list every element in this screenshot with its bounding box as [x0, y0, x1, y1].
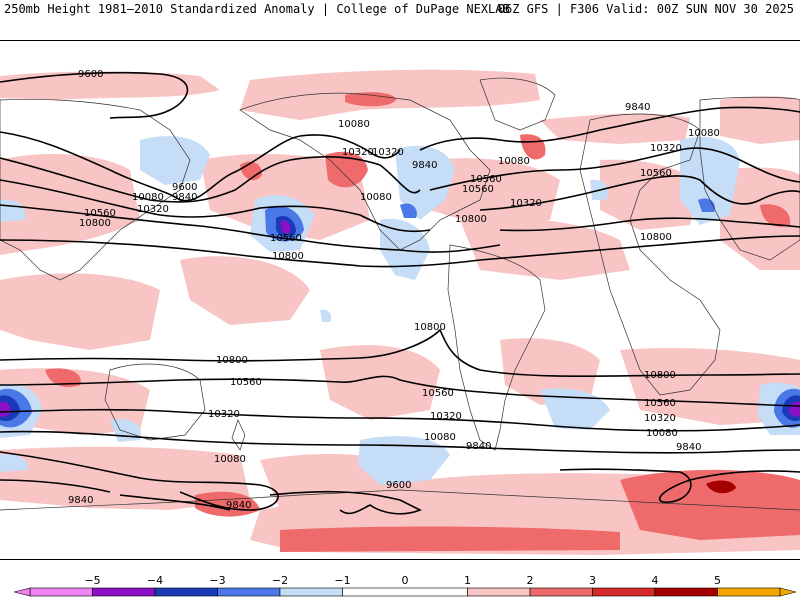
colorbar-swatch	[342, 587, 468, 597]
colorbar-tick-label: −2	[272, 574, 288, 587]
contour-label: 10080	[338, 119, 370, 130]
contour-label: 10800	[640, 232, 672, 243]
positive-anomaly-shading	[0, 69, 800, 555]
contour-label: 10080	[646, 428, 678, 439]
contour-label: 10320	[342, 147, 374, 158]
colorbar-swatches	[13, 587, 797, 597]
antarctica-outline	[0, 489, 800, 511]
contour-label: 9840	[625, 102, 650, 113]
contour-label: 9840	[412, 160, 437, 171]
colorbar-swatch	[279, 587, 343, 597]
contour-label: 10320	[510, 198, 542, 209]
colorbar-tick-label: 0	[402, 574, 409, 587]
contour-label: 10560	[462, 184, 494, 195]
colorbar-swatch	[717, 587, 781, 597]
contour-label: 10080	[424, 432, 456, 443]
contour-label: 10320	[650, 143, 682, 154]
contour-label: 9600	[78, 69, 103, 80]
contour-label: 10800	[455, 214, 487, 225]
contour-label: 9600	[172, 182, 197, 193]
contour-label: 10800	[644, 370, 676, 381]
contour-label: 10080	[132, 192, 164, 203]
contour-label: 10320	[644, 413, 676, 424]
height-contours	[0, 71, 800, 515]
contour-label: 10320	[137, 204, 169, 215]
contour-label: 9840	[68, 495, 93, 506]
colorbar-swatch	[592, 587, 656, 597]
contour-label: 10320	[208, 409, 240, 420]
contour-label: 10560	[270, 233, 302, 244]
australia-outline	[104, 363, 206, 441]
anomaly-map: 9600 9840 10080 10320 10080 10320 9840 1…	[0, 69, 800, 555]
colorbar-tick-label: 2	[527, 574, 534, 587]
contour-label: 10080	[688, 128, 720, 139]
asia-outline	[0, 96, 800, 281]
contour-label: 10560	[84, 208, 116, 219]
south-america-outline	[447, 244, 546, 451]
contour-label: 10800	[79, 218, 111, 229]
contour-label: 10080	[214, 454, 246, 465]
greenland-outline	[479, 77, 556, 131]
colorbar-tick-label: −4	[147, 574, 163, 587]
contour-label: 10320	[372, 147, 404, 158]
colorbar-tick-label: 5	[714, 574, 721, 587]
contour-label: 10560	[422, 388, 454, 399]
colorbar-swatch	[467, 587, 531, 597]
new-zealand-outline	[231, 419, 246, 451]
contour-label: 9600	[386, 480, 411, 491]
contour-label: 10320	[430, 411, 462, 422]
colorbar-tick-label: −3	[209, 574, 225, 587]
colorbar-tick-label: 4	[652, 574, 659, 587]
coastlines	[0, 77, 800, 511]
colorbar-swatch	[29, 587, 93, 597]
map-frame	[0, 40, 800, 560]
colorbar-low-extension	[13, 587, 31, 597]
colorbar-swatch	[92, 587, 156, 597]
colorbar-tick-label: 1	[464, 574, 471, 587]
contour-label: 10800	[272, 251, 304, 262]
contour-label: 10560	[644, 398, 676, 409]
colorbar-tick-label: 3	[589, 574, 596, 587]
anomaly-colorbar: −5 −4 −3 −2 −1 0 1 2 3 4 5	[13, 574, 797, 597]
contour-label: 9840	[466, 441, 491, 452]
contour-labels: 9600 9840 10080 10320 10080 10320 9840 1…	[68, 69, 720, 511]
europe-africa-outline	[579, 113, 721, 396]
colorbar-tick-label: −1	[334, 574, 350, 587]
colorbar-swatch	[529, 587, 593, 597]
colorbar-high-extension	[779, 587, 797, 597]
contour-label: 9840	[172, 192, 197, 203]
colorbar-tick-label: −5	[84, 574, 100, 587]
map-title: 250mb Height 1981–2010 Standardized Anom…	[4, 2, 510, 16]
contour-label: 9840	[676, 442, 701, 453]
contour-label: 9840	[226, 500, 251, 511]
colorbar-tick-labels: −5 −4 −3 −2 −1 0 1 2 3 4 5	[84, 574, 721, 587]
colorbar-swatch	[654, 587, 718, 597]
contour-label: 10560	[470, 174, 502, 185]
contour-label: 10080	[498, 156, 530, 167]
extreme-positive-anomaly	[706, 480, 736, 494]
contour-label: 10800	[414, 322, 446, 333]
colorbar-swatch	[154, 587, 218, 597]
contour-label: 10800	[216, 355, 248, 366]
contour-label: 10560	[230, 377, 262, 388]
contour-label: 10560	[640, 168, 672, 179]
colorbar-swatch	[217, 587, 281, 597]
model-run-label: 06Z GFS | F306 Valid: 00Z SUN NOV 30 202…	[497, 2, 794, 16]
contour-label: 10080	[360, 192, 392, 203]
